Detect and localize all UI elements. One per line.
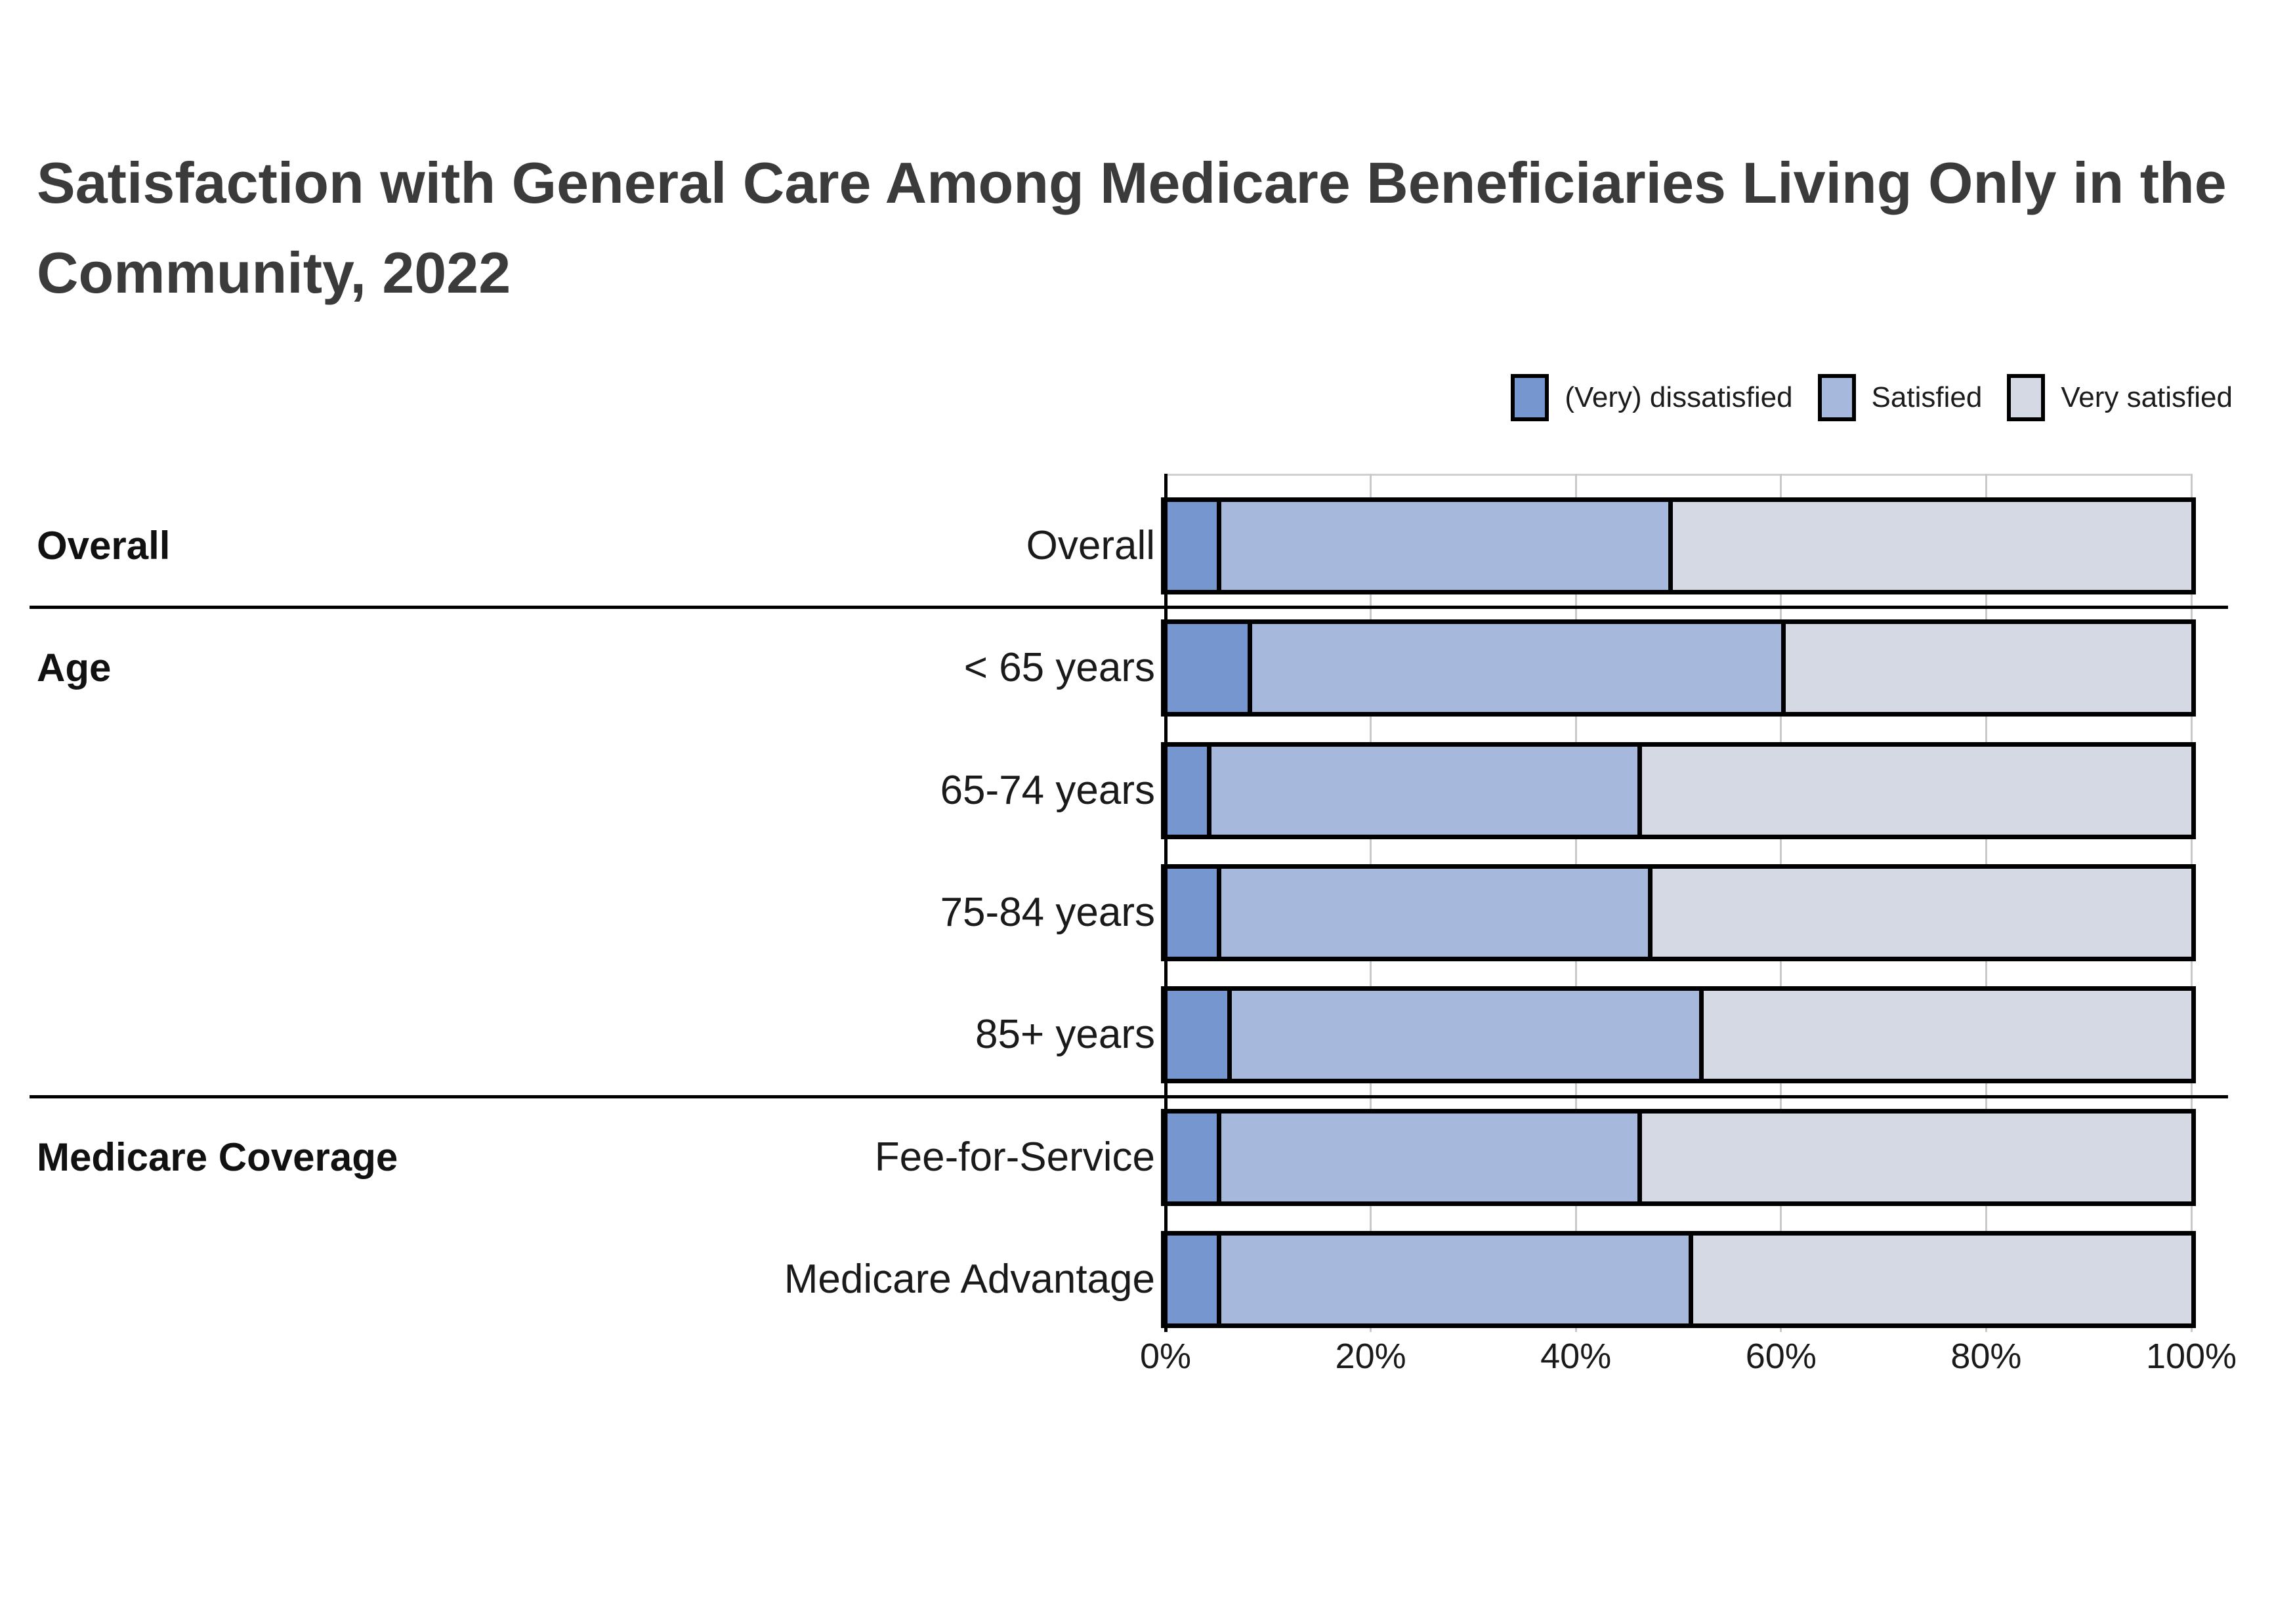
- bar-segment-dissatisfied: [1166, 746, 1211, 835]
- x-tick-label: 0%: [1139, 1337, 1192, 1376]
- row-label: 75-84 years: [940, 889, 1155, 935]
- legend: (Very) dissatisfied Satisfied Very satisfi…: [1511, 374, 2233, 421]
- section-label: Medicare Coverage: [37, 1135, 398, 1179]
- bar-row: [1161, 619, 2196, 717]
- row-label: Medicare Advantage: [784, 1256, 1155, 1302]
- section-label: Age: [37, 646, 112, 690]
- bar-segment-satisfied: [1252, 624, 1786, 713]
- row-label: 85+ years: [975, 1012, 1155, 1058]
- legend-swatch-icon: [1817, 374, 1856, 421]
- bar-segment-dissatisfied: [1166, 991, 1232, 1079]
- legend-item: Very satisfied: [2007, 374, 2233, 421]
- bar-segment-satisfied: [1231, 991, 1704, 1079]
- x-tick-label: 100%: [2145, 1337, 2237, 1376]
- bar-row: [1161, 1108, 2196, 1206]
- section-label: Overall: [37, 524, 171, 568]
- row-label: 65-74 years: [940, 767, 1155, 813]
- bar-row: [1161, 497, 2196, 594]
- bar-segment-satisfied: [1221, 1113, 1642, 1201]
- row-label: Overall: [1026, 523, 1155, 568]
- bar-row: [1161, 741, 2196, 839]
- group-divider: [30, 606, 2228, 609]
- bar-segment-dissatisfied: [1166, 1113, 1222, 1201]
- chart-title: Satisfaction with General Care Among Med…: [37, 150, 2227, 305]
- x-tick-label: 60%: [1745, 1337, 1817, 1376]
- y-axis-spine: [1164, 474, 1168, 1332]
- row-label: < 65 years: [963, 645, 1155, 691]
- bar-row: [1161, 864, 2196, 961]
- bar-segment-dissatisfied: [1166, 624, 1253, 713]
- x-tick-label: 80%: [1950, 1337, 2022, 1376]
- bar-row: [1161, 986, 2196, 1084]
- bar-segment-satisfied: [1221, 868, 1653, 957]
- legend-item: (Very) dissatisfied: [1511, 374, 1793, 421]
- legend-label: (Very) dissatisfied: [1565, 381, 1793, 413]
- legend-swatch-icon: [1511, 374, 1549, 421]
- legend-label: Very satisfied: [2061, 381, 2233, 413]
- bar-segment-dissatisfied: [1166, 1235, 1222, 1323]
- plot-top-border: [1166, 474, 2191, 476]
- row-label: Fee-for-Service: [874, 1134, 1155, 1180]
- bar-segment-satisfied: [1221, 1235, 1694, 1323]
- bar-row: [1161, 1230, 2196, 1328]
- x-tick-label: 20%: [1335, 1337, 1406, 1376]
- legend-swatch-icon: [2007, 374, 2046, 421]
- bar-segment-dissatisfied: [1166, 502, 1222, 590]
- bar-segment-dissatisfied: [1166, 868, 1222, 957]
- bar-segment-satisfied: [1221, 502, 1673, 590]
- group-divider: [30, 1095, 2228, 1098]
- x-tick-label: 40%: [1540, 1337, 1612, 1376]
- bar-segment-satisfied: [1211, 746, 1642, 835]
- legend-label: Satisfied: [1871, 381, 1983, 413]
- legend-item: Satisfied: [1817, 374, 1983, 421]
